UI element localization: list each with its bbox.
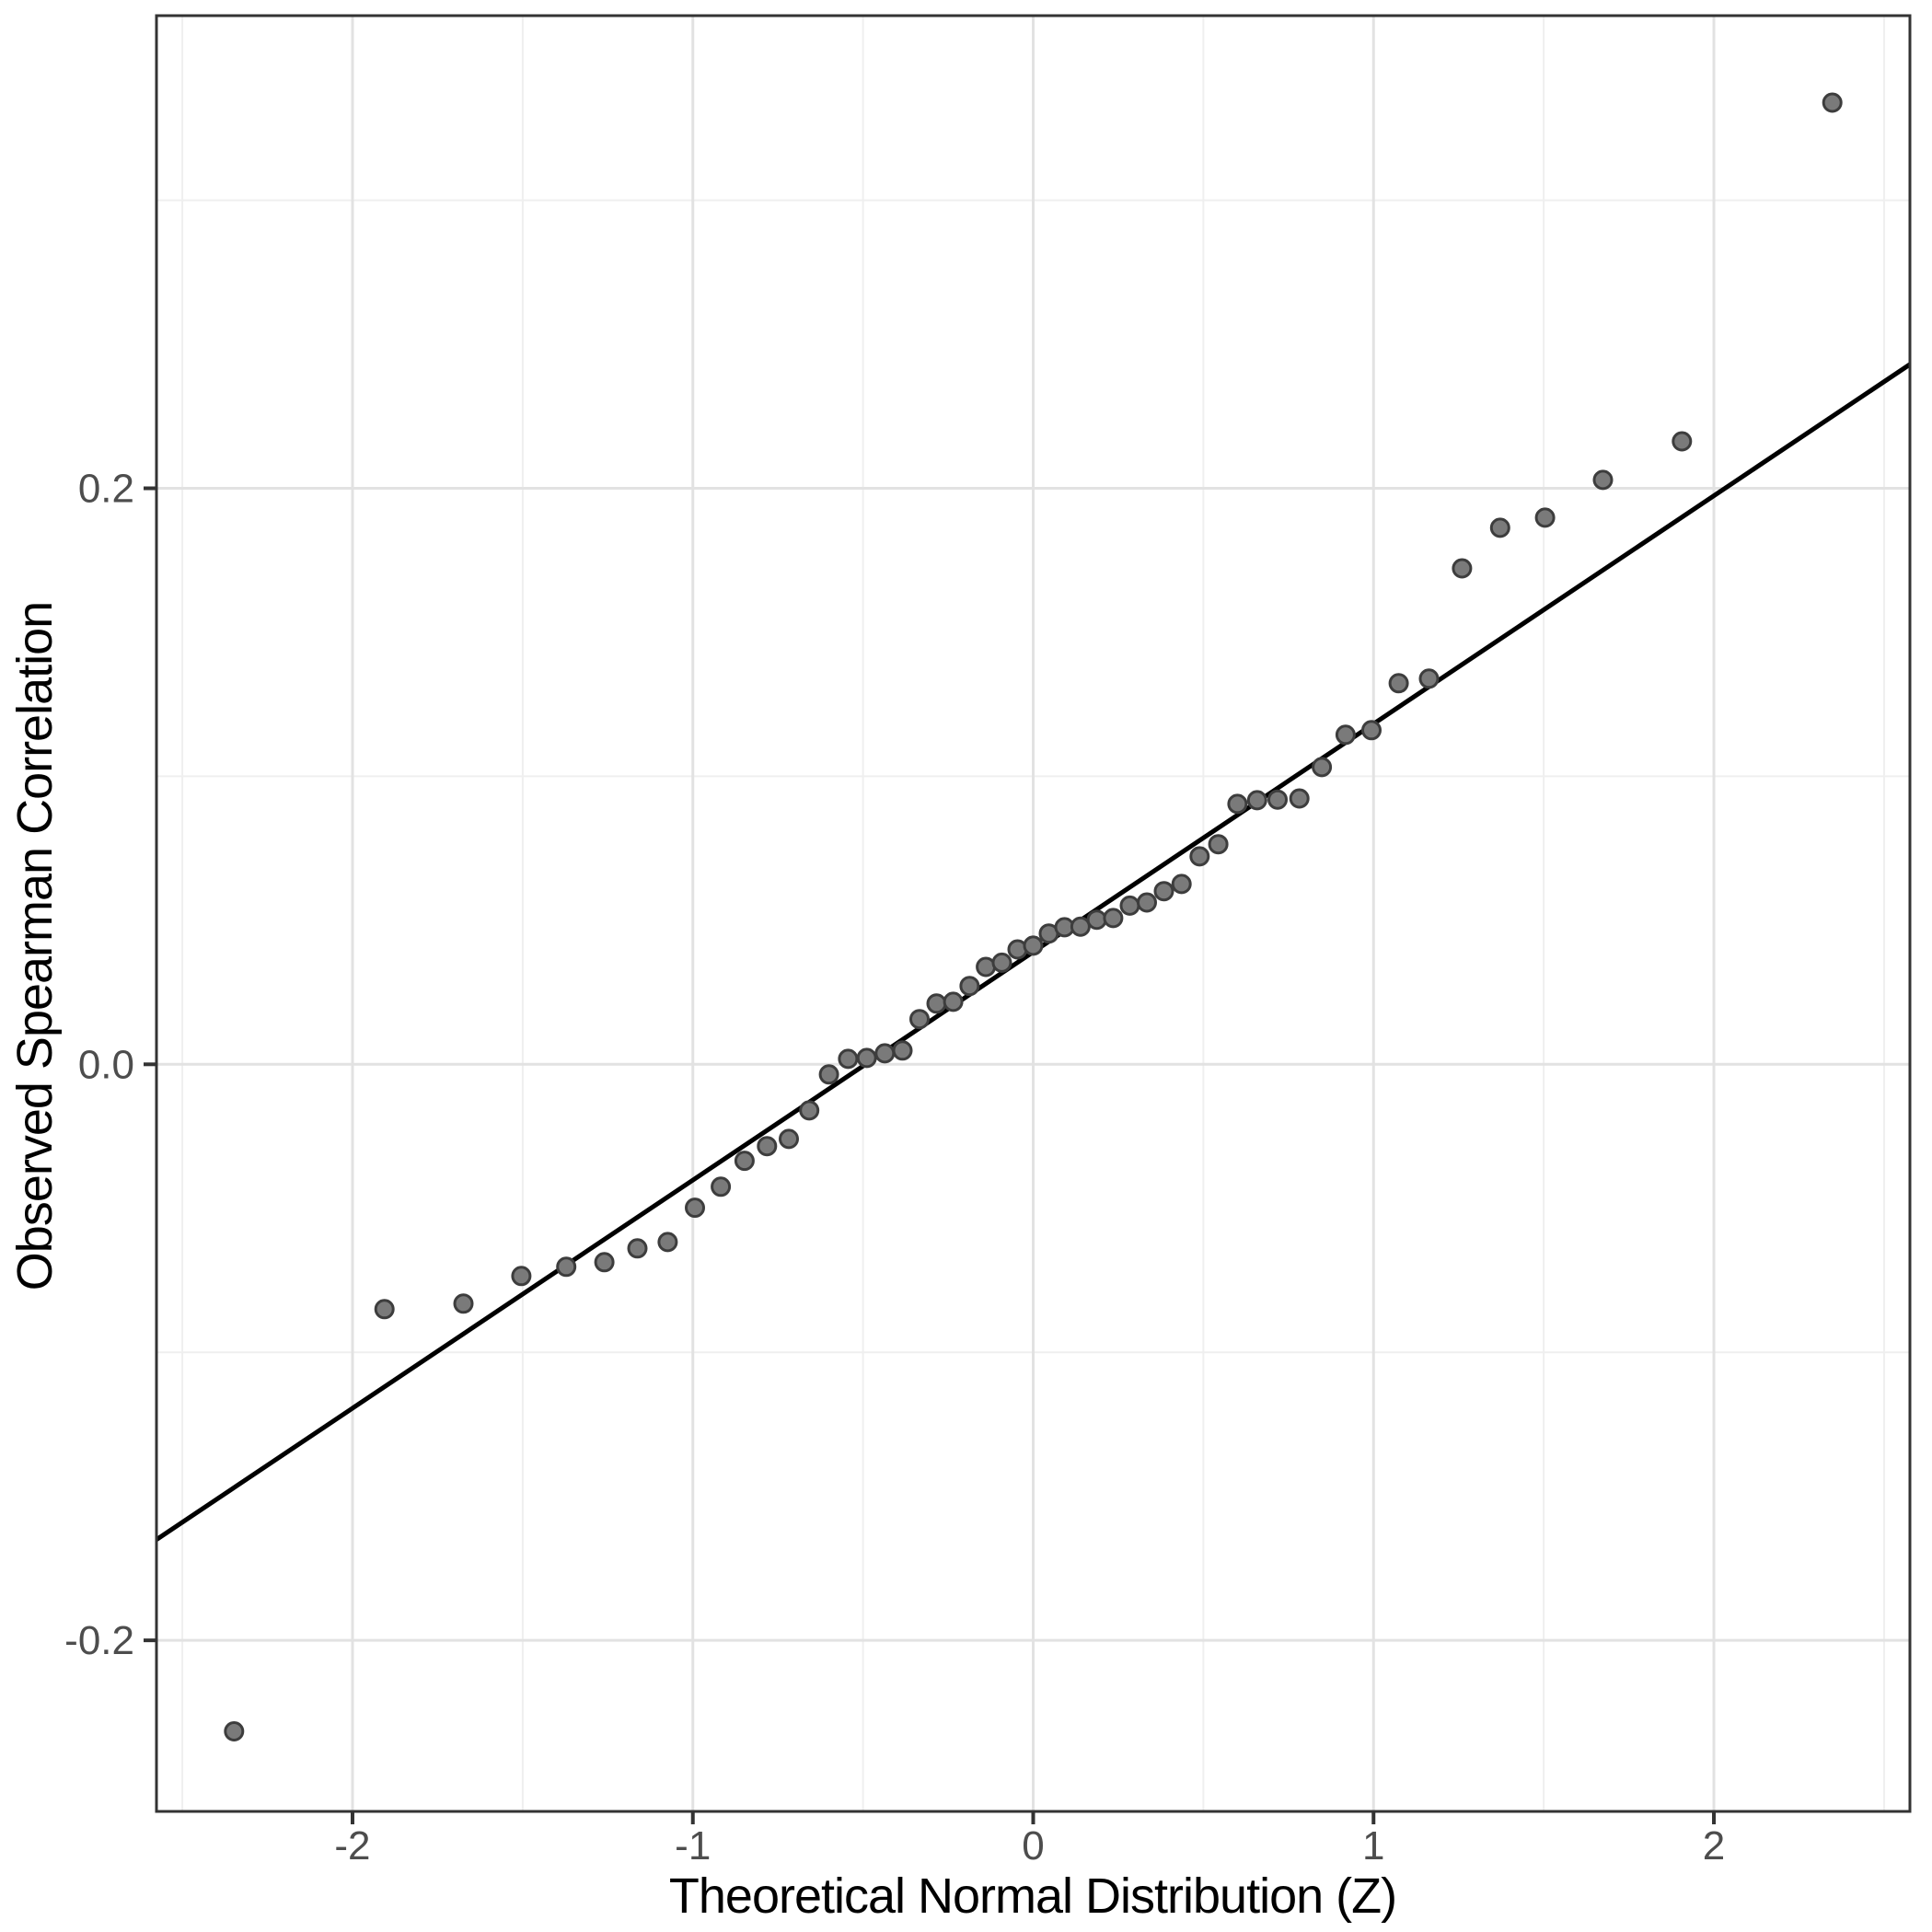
qq-data-point [734, 1151, 755, 1172]
qq-data-point [1137, 892, 1157, 913]
qq-data-point [1246, 790, 1267, 811]
qq-data-point [818, 1064, 839, 1085]
qq-data-point [799, 1100, 820, 1121]
x-tick-label: 2 [1703, 1823, 1725, 1868]
x-axis-title: Theoretical Normal Distribution (Z) [668, 1868, 1397, 1924]
qq-data-point [757, 1136, 778, 1157]
x-tick-label: 0 [1022, 1823, 1044, 1868]
qq-data-point [1289, 788, 1310, 809]
x-tick-label: 1 [1362, 1823, 1384, 1868]
qq-data-point [959, 976, 980, 997]
qq-data-point [1103, 908, 1124, 929]
qq-data-point [1361, 720, 1382, 741]
qq-data-point [1592, 469, 1614, 491]
qq-data-point [374, 1299, 395, 1320]
qq-data-point [1452, 558, 1473, 579]
qq-data-point [1335, 724, 1356, 746]
qq-data-point [1070, 916, 1091, 937]
qq-data-point [1267, 789, 1288, 810]
qq-data-point [1822, 92, 1843, 113]
qq-data-point [1086, 909, 1107, 931]
qq-data-point [711, 1176, 732, 1197]
qq-data-point [453, 1293, 474, 1314]
qq-data-point [892, 1040, 913, 1061]
qq-data-point [1312, 757, 1333, 778]
qq-data-point [926, 993, 947, 1014]
y-axis-title: Observed Spearman Correlation [7, 601, 63, 1291]
qq-data-point [1418, 668, 1440, 689]
qq-data-point [556, 1256, 577, 1278]
qq-data-point [1672, 431, 1693, 452]
qq-data-point [856, 1047, 877, 1069]
qq-data-point [1489, 517, 1510, 538]
y-tick-label: -0.2 [64, 1618, 134, 1663]
qq-data-point [1189, 846, 1210, 867]
qq-data-point [1119, 895, 1140, 916]
y-tick-label: 0.0 [78, 1042, 134, 1087]
y-tick-label: 0.2 [78, 466, 134, 511]
qq-data-point [594, 1252, 615, 1273]
x-tick-label: -2 [334, 1823, 370, 1868]
qq-data-point [627, 1238, 648, 1259]
qq-data-point [838, 1048, 859, 1070]
qq-data-point [1227, 793, 1248, 815]
qq-data-point [1208, 834, 1229, 855]
qq-data-point [991, 952, 1012, 973]
qq-data-point [779, 1128, 799, 1150]
qq-data-point [685, 1197, 705, 1219]
qq-data-point [909, 1009, 930, 1030]
qq-data-point [1388, 673, 1409, 694]
qq-data-point [1153, 881, 1174, 902]
qq-data-point [1534, 507, 1556, 528]
qq-data-point [657, 1232, 678, 1253]
qq-data-point [874, 1043, 896, 1064]
qq-data-point [1023, 935, 1044, 956]
qq-data-point [224, 1721, 245, 1741]
qq-data-point [1171, 873, 1192, 895]
qq-data-point [511, 1266, 532, 1287]
x-tick-label: -1 [675, 1823, 711, 1868]
qq-data-point [943, 991, 964, 1012]
